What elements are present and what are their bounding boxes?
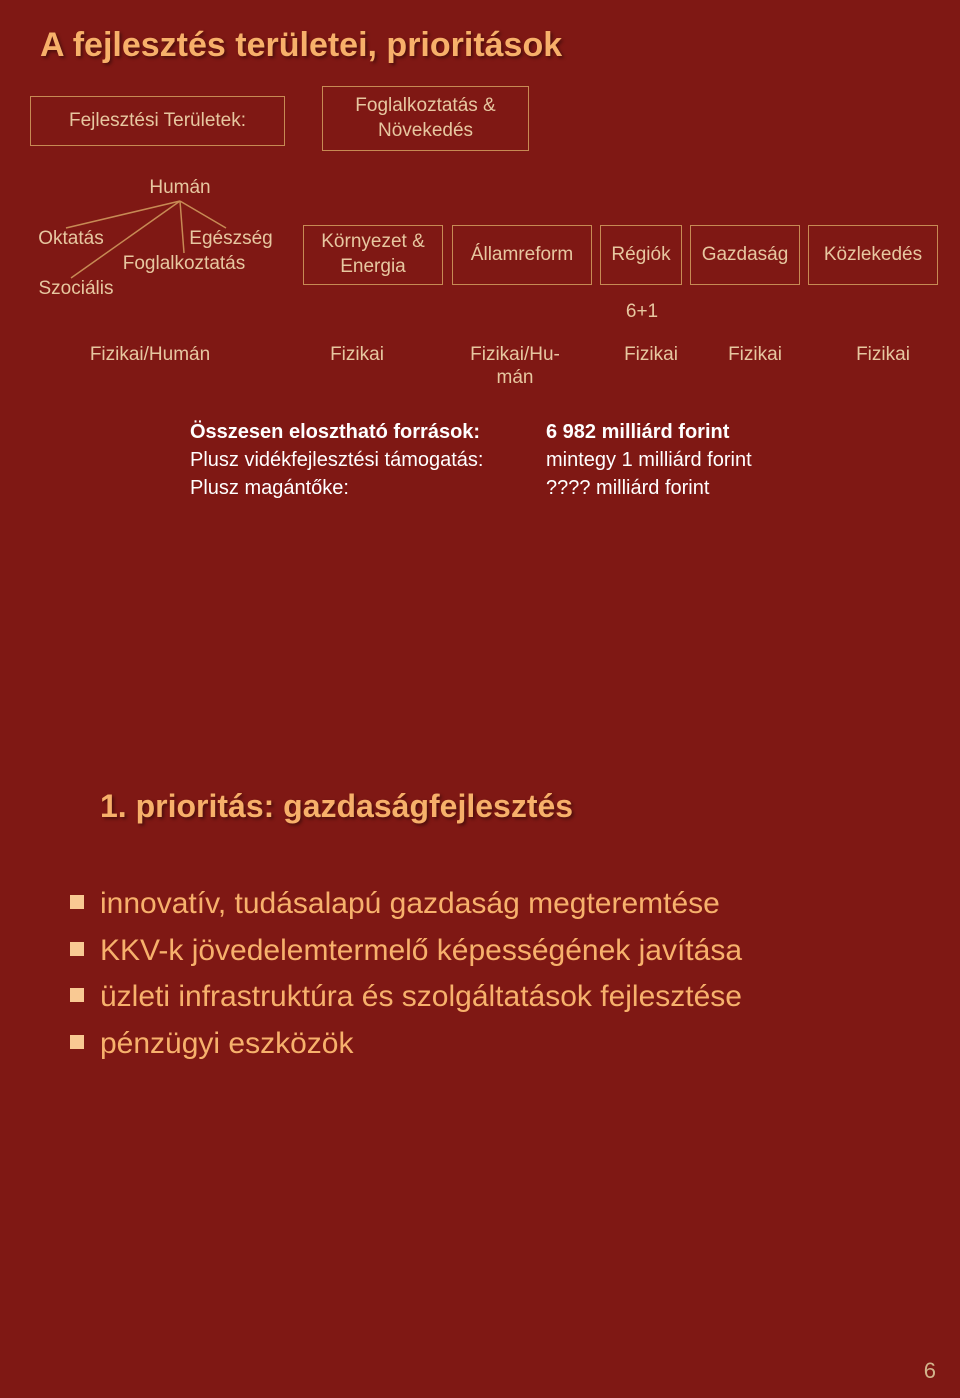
slide1-title: A fejlesztés területei, prioritások bbox=[0, 0, 960, 79]
slide-areas-priorities: A fejlesztés területei, prioritások Fejl… bbox=[0, 0, 960, 700]
src-line2-left: Plusz vidékfejlesztési támogatás: bbox=[190, 448, 570, 472]
label-egeszseg: Egészség bbox=[176, 228, 286, 251]
bullet-square-icon bbox=[70, 895, 84, 909]
bullet-text: KKV-k jövedelemtermelő képességének javí… bbox=[100, 931, 742, 972]
bullet-item: pénzügyi eszközök bbox=[70, 1024, 820, 1065]
bullet-text: innovatív, tudásalapú gazdaság megteremt… bbox=[100, 884, 720, 925]
row-fizikai-1: Fizikai bbox=[312, 344, 402, 367]
box-allamreform: Államreform bbox=[452, 225, 592, 285]
label-oktatas: Oktatás bbox=[26, 228, 116, 251]
row-fizikai-3: Fizikai bbox=[710, 344, 800, 367]
label-human: Humán bbox=[135, 177, 225, 200]
src-line2-right: mintegy 1 milliárd forint bbox=[546, 448, 926, 472]
box-gazdasag: Gazdaság bbox=[690, 225, 800, 285]
slide2-title: 1. prioritás: gazdaságfejlesztés bbox=[100, 788, 573, 825]
box-kornyezet-energia: Környezet & Energia bbox=[303, 225, 443, 285]
label-six-plus-one: 6+1 bbox=[612, 301, 672, 324]
src-line1-left: Összesen elosztható források: bbox=[190, 420, 570, 444]
src-line3-right: ???? milliárd forint bbox=[546, 476, 926, 500]
row-fizikai-2: Fizikai bbox=[606, 344, 696, 367]
bullet-text: pénzügyi eszközök bbox=[100, 1024, 353, 1065]
row-fizikai-human: Fizikai/Humán bbox=[70, 344, 230, 367]
label-foglalkoztatas: Foglalkoztatás bbox=[104, 253, 264, 276]
row-fizikai-hu-man: Fizikai/Hu- mán bbox=[440, 344, 590, 390]
box-fejlesztesi-teruletek: Fejlesztési Területek: bbox=[30, 96, 285, 146]
box-regiok: Régiók bbox=[600, 225, 682, 285]
label-szocialis: Szociális bbox=[26, 278, 126, 301]
bullet-square-icon bbox=[70, 1035, 84, 1049]
box-foglalkoztatas-novekedes: Foglalkoztatás & Növekedés bbox=[322, 86, 529, 151]
slide-priority-1: 1. prioritás: gazdaságfejlesztés innovat… bbox=[0, 700, 960, 1398]
row-fizikai-4: Fizikai bbox=[838, 344, 928, 367]
box-kozlekedes: Közlekedés bbox=[808, 225, 938, 285]
bullet-list: innovatív, tudásalapú gazdaság megteremt… bbox=[0, 858, 880, 1110]
src-line1-right: 6 982 milliárd forint bbox=[546, 420, 926, 444]
bullet-item: KKV-k jövedelemtermelő képességének javí… bbox=[70, 931, 820, 972]
bullet-item: innovatív, tudásalapú gazdaság megteremt… bbox=[70, 884, 820, 925]
bullet-square-icon bbox=[70, 942, 84, 956]
bullet-square-icon bbox=[70, 988, 84, 1002]
src-line3-left: Plusz magántőke: bbox=[190, 476, 570, 500]
bullet-item: üzleti infrastruktúra és szolgáltatások … bbox=[70, 977, 820, 1018]
page-number: 6 bbox=[924, 1358, 936, 1384]
bullet-text: üzleti infrastruktúra és szolgáltatások … bbox=[100, 977, 742, 1018]
